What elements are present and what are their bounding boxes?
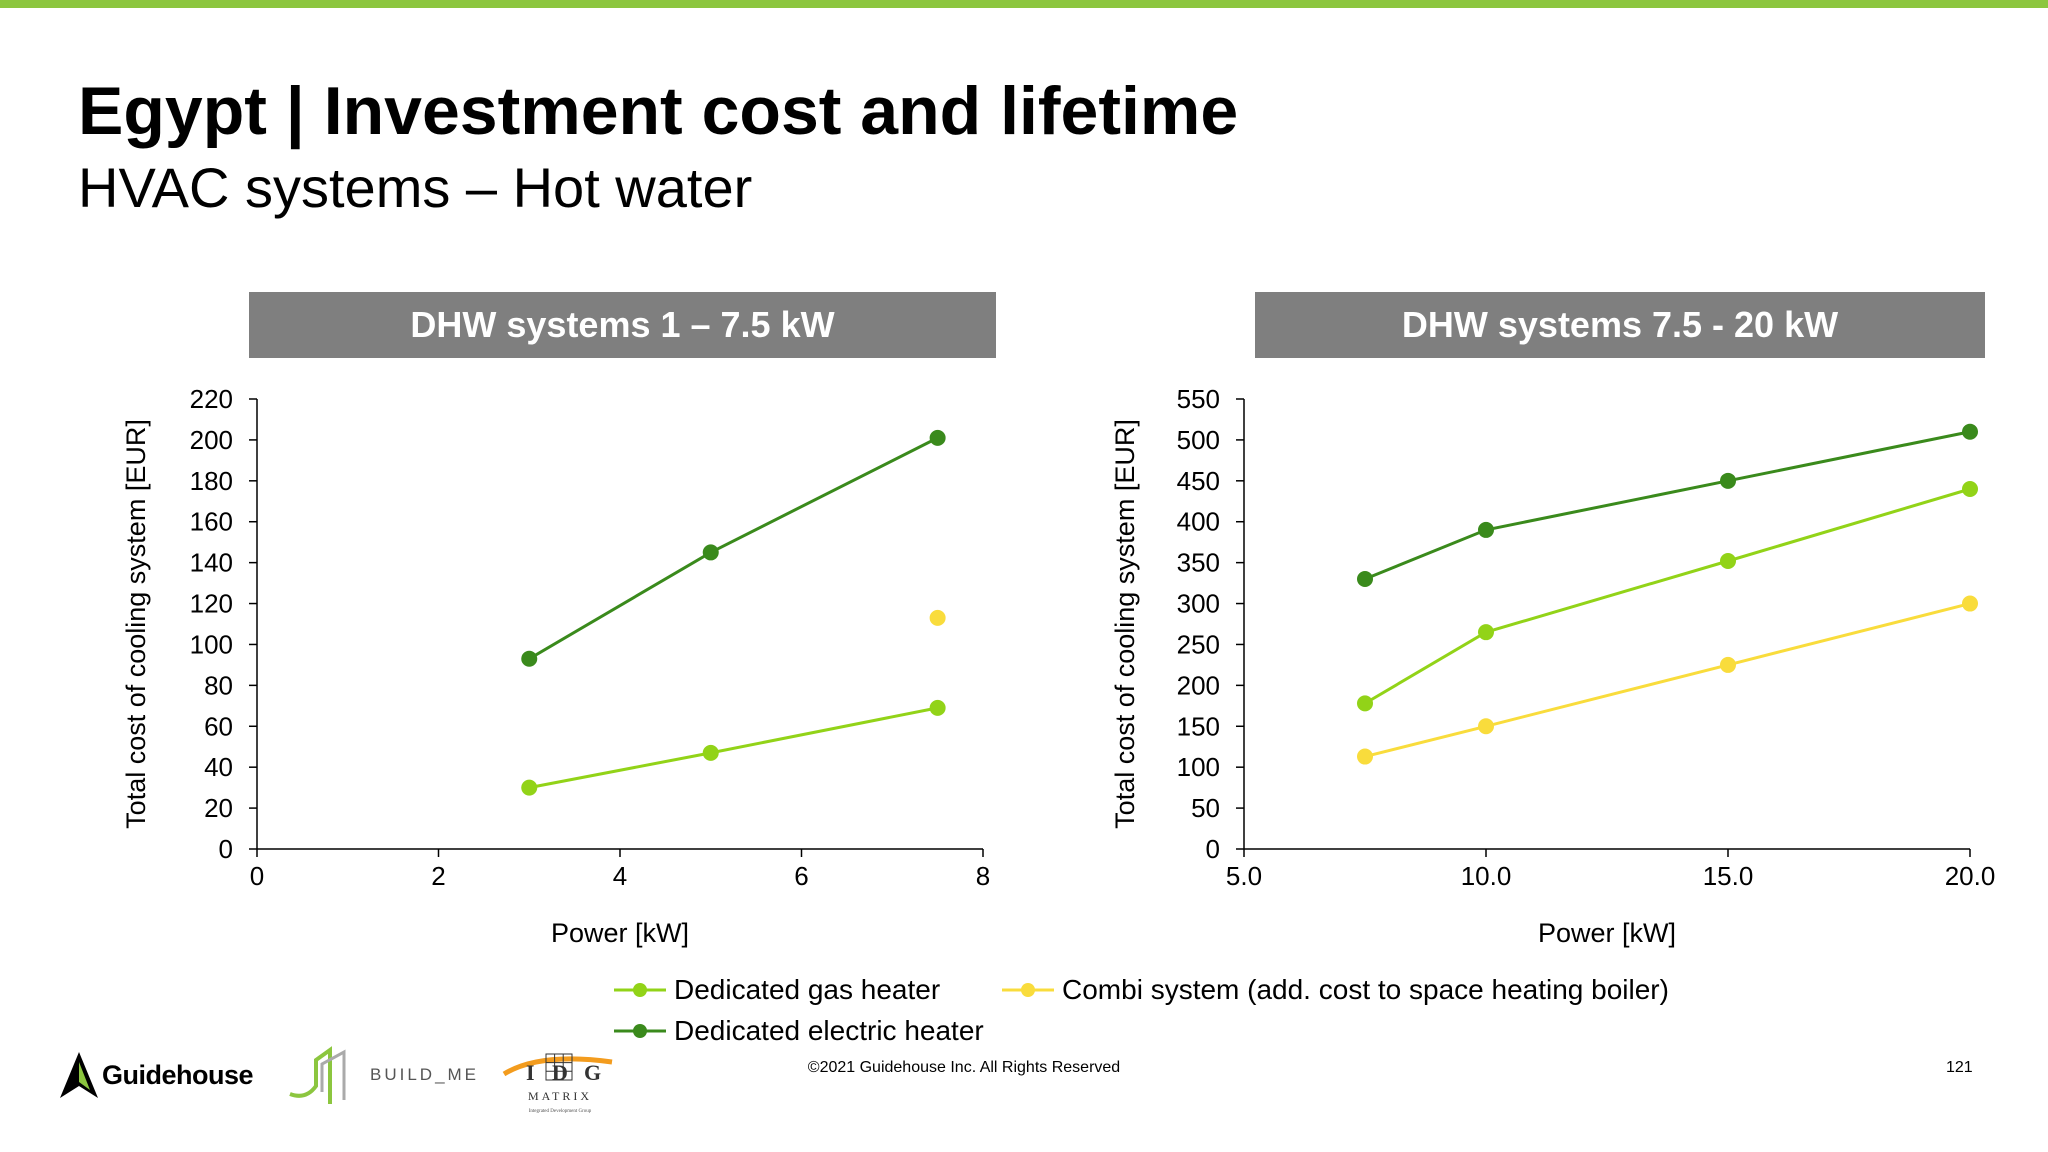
data-point-dedicated-gas-heater [702,744,719,761]
series-line-dedicated-electric-heater [1364,430,1971,581]
y-tick-label: 200 [190,425,233,455]
data-point-dedicated-gas-heater [929,699,946,716]
legend-label-electric: Dedicated electric heater [674,1015,984,1046]
data-point-dedicated-electric-heater [1357,571,1373,587]
chart-1-title: DHW systems 1 – 7.5 kW [410,304,835,345]
data-point-dedicated-electric-heater [1478,521,1494,538]
y-tick-label: 220 [190,384,233,414]
data-point-dedicated-electric-heater [1720,472,1736,489]
data-point-combi-system-add-cost-to-space-heating-boiler [1357,748,1373,765]
guidehouse-wordmark: Guidehouse [102,1059,254,1090]
y-tick-label: 100 [190,629,233,659]
y-tick-label: 200 [1177,670,1220,700]
y-tick-label: 100 [1177,752,1220,782]
buildme-wordmark: BUILD_ME [370,1065,480,1084]
buildme-logo: BUILD_ME [286,1042,479,1108]
y-tick-label: 40 [204,752,233,782]
x-tick-label: 0 [250,861,264,891]
legend-marker-combi [1002,983,1054,997]
y-tick-label: 500 [1177,425,1220,455]
y-tick-label: 450 [1177,466,1220,496]
data-point-combi-system-add-cost-to-space-heating-boiler [1962,595,1978,612]
data-point-dedicated-electric-heater [702,544,719,561]
data-point-dedicated-electric-heater [1962,423,1978,440]
idg-letter-g: G [584,1060,601,1085]
idg-letter-i: I [526,1060,535,1085]
y-tick-label: 20 [204,793,233,823]
legend-marker-gas [614,983,666,997]
idg-tagline: Integrated Development Group [529,1109,592,1114]
y-tick-label: 0 [1206,834,1220,864]
idg-letter-d: D [552,1060,568,1085]
y-axis-label: Total cost of cooling system [EUR] [1110,419,1140,829]
chart-2-title: DHW systems 7.5 - 20 kW [1401,304,1839,345]
y-tick-label: 180 [190,466,233,496]
data-point-dedicated-gas-heater [521,779,538,796]
legend-item-combi: Combi system (add. cost to space heating… [1000,974,1669,1006]
page-subtitle: HVAC systems – Hot water [78,156,753,219]
y-tick-label: 350 [1177,548,1220,578]
x-axis-label: Power [kW] [1538,918,1676,948]
page-number: 121 [1946,1059,1973,1076]
legend-label-combi: Combi system (add. cost to space heating… [1062,974,1669,1005]
copyright-notice: ©2021 Guidehouse Inc. All Rights Reserve… [0,1059,2048,1077]
legend-item-electric: Dedicated electric heater [612,1015,984,1047]
buildme-mark-icon [289,1046,346,1104]
x-tick-label: 4 [613,861,627,891]
data-point-combi-system-add-cost-to-space-heating-boiler [1478,718,1494,735]
x-tick-label: 8 [976,861,990,891]
data-point-dedicated-gas-heater [1720,553,1736,569]
y-tick-label: 400 [1177,507,1220,537]
x-tick-label: 5.0 [1226,861,1262,891]
page-title: Egypt | Investment cost and lifetime [78,73,1239,149]
y-tick-label: 50 [1191,793,1220,823]
series-line-combi-system-add-cost-to-space-heating-boiler [1364,602,1971,759]
top-accent-bar [0,0,2048,8]
y-tick-label: 300 [1177,589,1220,619]
data-point-dedicated-electric-heater [521,650,538,667]
y-tick-label: 160 [190,507,233,537]
x-tick-label: 6 [794,861,808,891]
y-tick-label: 0 [219,834,233,864]
data-point-combi-system-add-cost-to-space-heating-boiler [929,609,946,626]
y-tick-label: 60 [204,711,233,741]
x-axis-label: Power [kW] [551,918,689,948]
data-point-dedicated-electric-heater [929,429,946,446]
legend-marker-electric [614,1024,666,1038]
y-tick-label: 550 [1177,384,1220,414]
y-axis-label: Total cost of cooling system [EUR] [121,419,151,829]
x-tick-label: 20.0 [1945,861,1996,891]
idg-matrix-logo: I D G MATRIX Integrated Development Grou… [502,1053,613,1114]
y-tick-label: 150 [1177,711,1220,741]
guidehouse-logo: Guidehouse [60,1052,254,1098]
chart-2-header: DHW systems 7.5 - 20 kW [1255,292,1985,358]
data-point-combi-system-add-cost-to-space-heating-boiler [1720,656,1736,673]
x-tick-label: 10.0 [1461,861,1512,891]
chart-1-header: DHW systems 1 – 7.5 kW [249,292,996,358]
y-tick-label: 140 [190,548,233,578]
data-point-dedicated-gas-heater [1962,481,1978,497]
x-tick-label: 15.0 [1703,861,1754,891]
data-point-dedicated-gas-heater [1478,624,1494,641]
legend-item-gas: Dedicated gas heater [612,974,940,1006]
guidehouse-mark-icon [60,1052,98,1098]
idg-name: MATRIX [528,1089,592,1103]
y-tick-label: 80 [204,670,233,700]
x-tick-label: 2 [431,861,445,891]
series-line-dedicated-gas-heater [1364,487,1971,705]
data-point-dedicated-gas-heater [1357,695,1373,712]
y-tick-label: 250 [1177,629,1220,659]
copyright-text: ©2021 Guidehouse Inc. All Rights Reserve… [807,1059,1121,1076]
legend-label-gas: Dedicated gas heater [674,974,941,1005]
y-tick-label: 120 [190,589,233,619]
